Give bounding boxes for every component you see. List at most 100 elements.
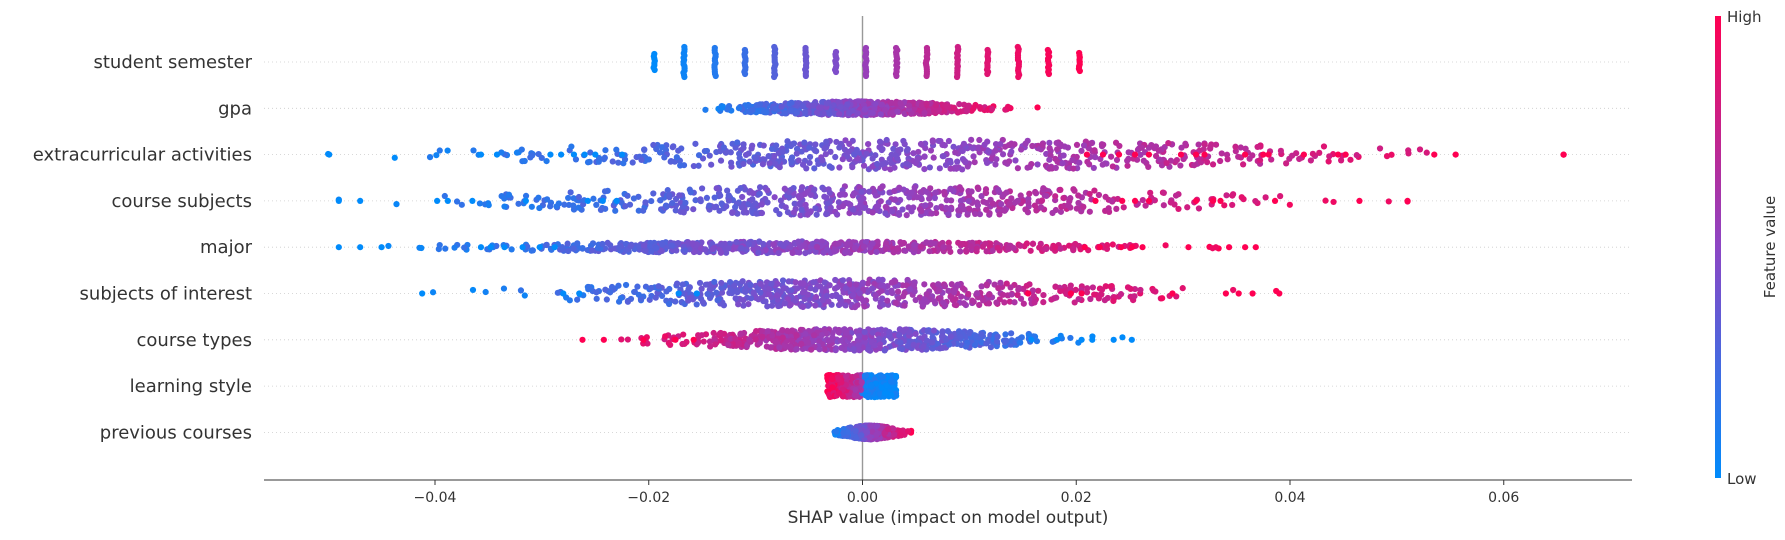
shap-point (808, 192, 814, 198)
shap-point (1223, 192, 1229, 198)
shap-point (718, 250, 724, 256)
shap-point (827, 163, 833, 169)
shap-point (579, 245, 585, 251)
shap-point (1075, 200, 1081, 206)
shap-point (857, 197, 863, 203)
shap-point-outlier (537, 244, 543, 250)
shap-point (955, 207, 961, 213)
shap-point (640, 208, 646, 214)
shap-point (882, 107, 888, 113)
shap-point (668, 242, 674, 248)
shap-point (1014, 292, 1020, 298)
shap-point-outlier (1193, 198, 1199, 204)
shap-point (968, 188, 974, 194)
shap-point (1326, 153, 1332, 159)
shap-point (854, 148, 860, 154)
shap-point (963, 247, 969, 253)
shap-point (768, 281, 774, 287)
shap-point (946, 342, 952, 348)
shap-point (740, 141, 746, 147)
shap-point (607, 289, 613, 295)
shap-point (852, 304, 858, 310)
shap-point (680, 281, 686, 287)
shap-point-outlier (619, 152, 625, 158)
shap-point (1388, 152, 1394, 158)
shap-point (703, 282, 709, 288)
shap-point (599, 241, 605, 247)
shap-point-outlier (1242, 244, 1248, 250)
shap-point (470, 287, 476, 293)
shap-point (1057, 246, 1063, 252)
shap-point-outlier (1146, 198, 1152, 204)
shap-point (796, 201, 802, 207)
shap-point (789, 250, 795, 256)
shap-point (840, 277, 846, 283)
shap-point (936, 287, 942, 293)
shap-point (788, 337, 794, 343)
shap-point (829, 384, 835, 390)
shap-point (947, 166, 953, 172)
shap-point (930, 139, 936, 145)
shap-point (895, 289, 901, 295)
shap-point (827, 190, 833, 196)
shap-point (515, 201, 521, 207)
shap-point (806, 160, 812, 166)
shap-point (718, 330, 724, 336)
shap-point (837, 301, 843, 307)
shap-point (1070, 245, 1076, 251)
shap-point (946, 244, 952, 250)
feature-points-major (336, 238, 1259, 256)
shap-point (942, 142, 948, 148)
shap-point (851, 190, 857, 196)
shap-point (810, 102, 816, 108)
shap-point (868, 382, 874, 388)
shap-point (745, 201, 751, 207)
shap-point (486, 202, 492, 208)
shap-point (718, 280, 724, 286)
shap-point (933, 102, 939, 108)
shap-point (732, 336, 738, 342)
shap-point (778, 104, 784, 110)
shap-point (1009, 291, 1015, 297)
shap-point (519, 147, 525, 153)
shap-point (849, 164, 855, 170)
shap-point (888, 379, 894, 385)
shap-point (570, 202, 576, 208)
shap-point (641, 243, 647, 249)
shap-point (718, 337, 724, 343)
shap-point-outlier (1132, 152, 1138, 158)
shap-point-outlier (571, 152, 577, 158)
shap-point (931, 327, 937, 333)
shap-point (739, 194, 745, 200)
shap-point (918, 141, 924, 147)
shap-point (843, 285, 849, 291)
shap-point (766, 153, 772, 159)
shap-point (1316, 150, 1322, 156)
shap-point (770, 241, 776, 247)
shap-point (845, 149, 851, 155)
shap-point (1321, 143, 1327, 149)
shap-point (836, 240, 842, 246)
shap-point (674, 281, 680, 287)
shap-point (773, 142, 779, 148)
shap-point (889, 110, 895, 116)
shap-point (702, 107, 708, 113)
shap-point (787, 344, 793, 350)
shap-point (1322, 198, 1328, 204)
shap-point (451, 245, 457, 251)
shap-point (758, 281, 764, 287)
shap-point (893, 73, 899, 79)
shap-point (655, 283, 661, 289)
shap-point (590, 196, 596, 202)
shap-point-outlier (614, 198, 620, 204)
shap-point (1217, 158, 1223, 164)
shap-point (662, 333, 668, 339)
shap-point (715, 297, 721, 303)
shap-point (908, 208, 914, 214)
shap-point (1080, 204, 1086, 210)
shap-point (1013, 199, 1019, 205)
shap-point (877, 139, 883, 145)
shap-point (780, 277, 786, 283)
shap-point (672, 298, 678, 304)
shap-point (736, 105, 742, 111)
